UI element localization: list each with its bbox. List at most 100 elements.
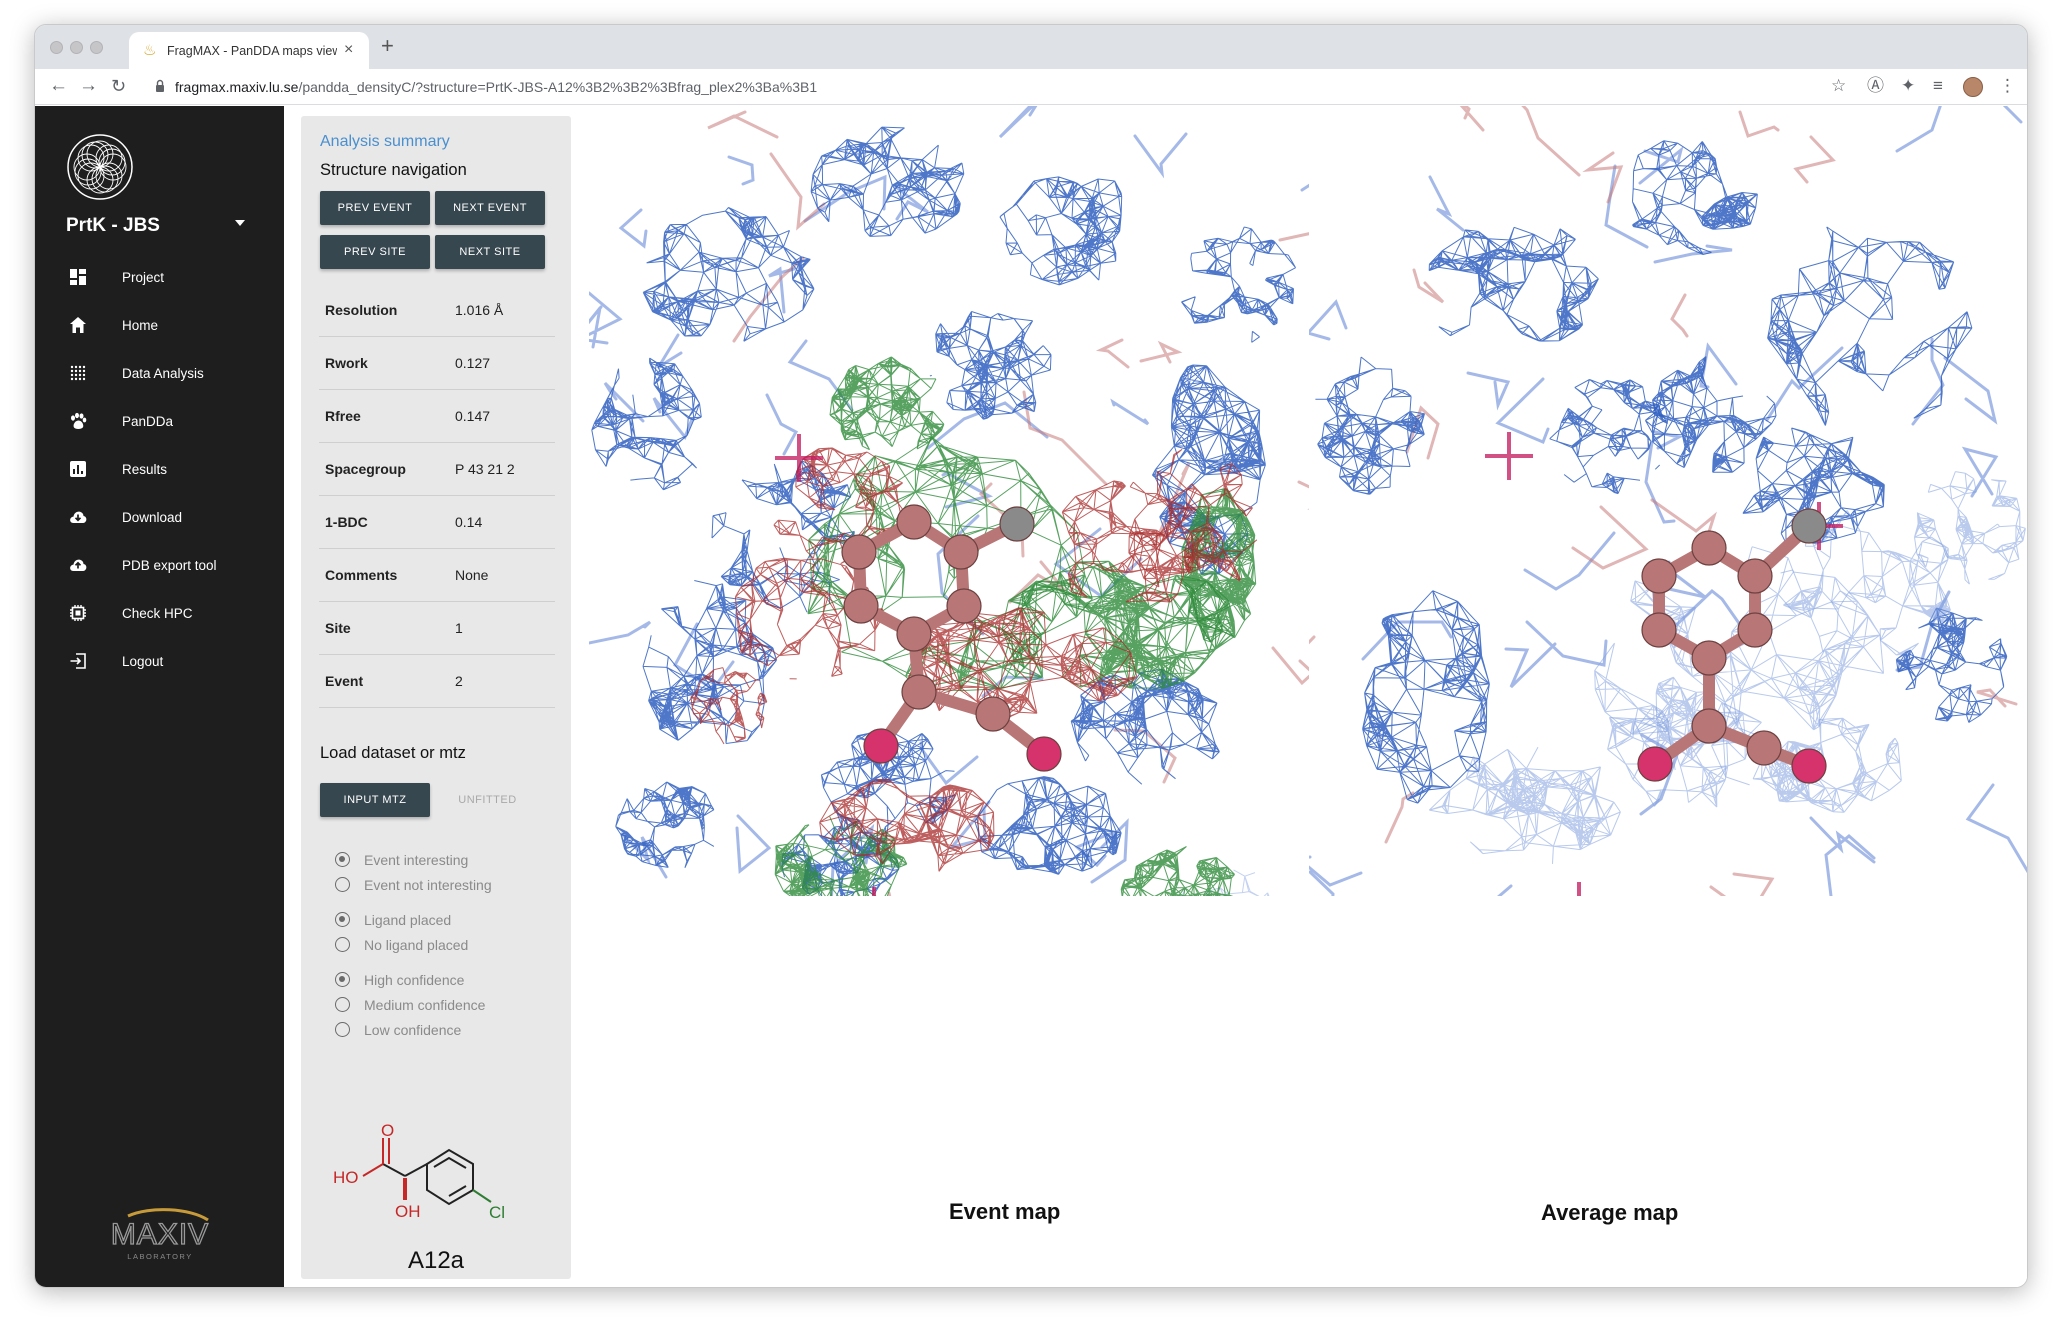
reading-list-icon[interactable]: ≡: [1933, 76, 1943, 95]
radio-label: Event interesting: [364, 852, 469, 868]
average-map-canvas[interactable]: [1309, 106, 2028, 896]
grid-dots-icon: [70, 365, 86, 381]
sidebar-item-pdb-export[interactable]: PDB export tool: [35, 547, 284, 583]
sidebar-item-label: Home: [122, 318, 159, 333]
structure-info-table: Resolution 1.016 Å Rwork 0.127 Rfree 0.147 …: [319, 284, 555, 708]
tab-strip: ♨ FragMAX - PanDDA maps viewer × +: [35, 25, 2027, 69]
svg-text:LABORATORY: LABORATORY: [127, 1252, 192, 1261]
bar-chart-icon: [70, 461, 86, 477]
next-event-button[interactable]: NEXT EVENT: [435, 191, 545, 225]
info-key: 1-BDC: [325, 514, 368, 530]
info-key: Resolution: [325, 302, 398, 318]
bookmark-star-icon[interactable]: ☆: [1831, 76, 1847, 95]
info-value: P 43 21 2: [455, 461, 515, 477]
tab-title: FragMAX - PanDDA maps viewer: [167, 44, 337, 58]
radio-label: High confidence: [364, 972, 465, 988]
url-path: /pandda_densityC/?structure=PrtK-JBS-A12…: [298, 79, 818, 95]
url-host: fragmax.maxiv.lu.se: [175, 79, 299, 95]
new-tab-icon[interactable]: +: [381, 33, 394, 58]
radio-button[interactable]: [335, 937, 350, 952]
project-name[interactable]: PrtK - JBS: [66, 215, 160, 236]
fragmax-favicon-icon: ♨: [143, 42, 157, 59]
sidebar-item-label: Download: [122, 510, 183, 525]
cloud-download-icon: [70, 511, 87, 523]
sidebar-item-logout[interactable]: Logout: [35, 643, 284, 679]
input-mtz-button[interactable]: INPUT MTZ: [320, 783, 430, 817]
radio-label: Medium confidence: [364, 997, 486, 1013]
atom-cl-label: Cl: [489, 1203, 505, 1222]
lock-icon: [156, 79, 164, 92]
sidebar-item-label: Logout: [122, 654, 164, 669]
radio-button[interactable]: [335, 912, 350, 927]
browser-toolbar: ← → ↻ fragmax.maxiv.lu.se/pandda_density…: [35, 69, 2027, 105]
fragmax-logo-icon: [67, 134, 133, 200]
sidebar-item-label: Data Analysis: [122, 366, 204, 381]
info-row-site: Site 1: [319, 602, 555, 655]
browser-window: ♨ FragMAX - PanDDA maps viewer × + ← → ↻…: [34, 24, 2028, 1288]
cpu-chip-icon: [70, 605, 86, 621]
translate-icon[interactable]: Ⓐ: [1867, 76, 1884, 95]
app-area: PrtK - JBS Project Home Data Analysis Pa…: [35, 106, 2028, 1287]
next-site-button[interactable]: NEXT SITE: [435, 235, 545, 269]
logout-icon: [70, 653, 86, 669]
sidebar-item-data-analysis[interactable]: Data Analysis: [35, 355, 284, 391]
sidebar-item-home[interactable]: Home: [35, 307, 284, 343]
radio-label: Low confidence: [364, 1022, 462, 1038]
atom-ho-label: HO: [333, 1168, 359, 1187]
browser-tab[interactable]: ♨ FragMAX - PanDDA maps viewer ×: [129, 32, 369, 69]
extensions-icon[interactable]: ✦: [1901, 76, 1916, 95]
minimize-window-icon[interactable]: [70, 41, 83, 54]
info-row-bdc: 1-BDC 0.14: [319, 496, 555, 549]
sidebar-item-results[interactable]: Results: [35, 451, 284, 487]
sidebar-item-label: PDB export tool: [122, 558, 217, 573]
sidebar-item-project[interactable]: Project: [35, 259, 284, 295]
radio-button[interactable]: [335, 852, 350, 867]
forward-icon[interactable]: →: [79, 75, 98, 96]
info-row-rfree: Rfree 0.147: [319, 390, 555, 443]
project-dropdown-icon[interactable]: [235, 220, 245, 226]
analysis-summary-link[interactable]: Analysis summary: [320, 133, 450, 150]
event-map-canvas[interactable]: [589, 106, 1309, 896]
structure-navigation-heading: Structure navigation: [320, 161, 467, 179]
sidebar-item-label: Project: [122, 270, 165, 285]
info-value: 2: [455, 673, 463, 689]
radio-button[interactable]: [335, 877, 350, 892]
close-window-icon[interactable]: [50, 41, 63, 54]
info-key: Comments: [325, 567, 398, 583]
home-icon: [70, 317, 86, 333]
sidebar-item-check-hpc[interactable]: Check HPC: [35, 595, 284, 631]
sidebar-item-label: PanDDa: [122, 414, 174, 429]
radio-button[interactable]: [335, 1022, 350, 1037]
info-value: 1: [455, 620, 463, 636]
info-value: 1.016 Å: [455, 302, 504, 318]
sidebar-item-pandda[interactable]: PanDDa: [35, 403, 284, 439]
maps-viewer: Event map Average map: [589, 106, 2028, 1287]
sidebar-item-download[interactable]: Download: [35, 499, 284, 535]
prev-site-button[interactable]: PREV SITE: [320, 235, 430, 269]
tab-close-icon[interactable]: ×: [344, 41, 354, 58]
address-bar[interactable]: fragmax.maxiv.lu.se/pandda_densityC/?str…: [175, 79, 817, 95]
radio-label: No ligand placed: [364, 937, 469, 953]
reload-icon[interactable]: ↻: [111, 76, 127, 96]
info-value: None: [455, 567, 489, 583]
unfitted-button[interactable]: UNFITTED: [458, 794, 517, 806]
info-row-rwork: Rwork 0.127: [319, 337, 555, 390]
info-panel: Analysis summary Structure navigation PR…: [301, 116, 571, 1279]
profile-avatar[interactable]: [1963, 77, 1983, 97]
info-value: 0.147: [455, 408, 491, 424]
event-map-label: Event map: [949, 1199, 1061, 1224]
info-key: Spacegroup: [325, 461, 406, 477]
dashboard-icon: [70, 269, 86, 285]
ligand-2d-structure: O HO OH Cl: [333, 1121, 505, 1222]
back-icon[interactable]: ←: [49, 75, 68, 96]
maximize-window-icon[interactable]: [90, 41, 103, 54]
info-value: 0.127: [455, 355, 491, 371]
radio-label: Event not interesting: [364, 877, 492, 893]
browser-menu-icon[interactable]: ⋮: [1999, 76, 2016, 95]
svg-text:MAXIV: MAXIV: [111, 1218, 209, 1251]
prev-event-button[interactable]: PREV EVENT: [320, 191, 430, 225]
radio-button[interactable]: [335, 972, 350, 987]
radio-button[interactable]: [335, 997, 350, 1012]
cloud-upload-icon: [70, 559, 87, 571]
maxiv-logo: MAXIV LABORATORY: [110, 1208, 209, 1261]
